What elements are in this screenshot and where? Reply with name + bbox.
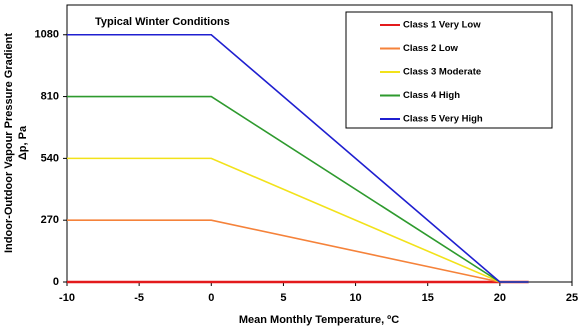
y-tick-label: 810 <box>41 90 59 102</box>
chart-title: Typical Winter Conditions <box>95 16 230 28</box>
x-tick-label: 5 <box>280 292 286 304</box>
series-line <box>67 219 529 283</box>
x-tick-label: 10 <box>349 292 361 304</box>
x-tick-label: 25 <box>566 292 578 304</box>
x-tick-label: -10 <box>59 292 75 304</box>
y-tick-label: 1080 <box>35 29 59 41</box>
x-tick-label: -5 <box>134 292 144 304</box>
y-axis-label: Δp, Pa <box>17 125 29 160</box>
y-axis-label: Indoor-Outdoor Vapour Pressure Gradient <box>3 33 15 253</box>
legend-box <box>345 11 553 129</box>
x-tick-label: 20 <box>494 292 506 304</box>
legend-label: Class 1 Very Low <box>403 20 481 31</box>
series-line <box>67 33 529 283</box>
y-tick-label: 540 <box>41 152 59 164</box>
x-axis-label: Mean Monthly Temperature, ºC <box>239 314 399 326</box>
x-tick-label: 15 <box>422 292 434 304</box>
legend-label: Class 4 High <box>403 90 460 101</box>
y-tick-label: 270 <box>41 214 59 226</box>
legend-label: Class 3 Moderate <box>403 67 481 78</box>
x-tick-label: 0 <box>208 292 214 304</box>
legend-label: Class 2 Low <box>403 43 459 54</box>
y-tick-label: 0 <box>53 276 59 288</box>
legend-label: Class 5 Very High <box>403 114 483 125</box>
